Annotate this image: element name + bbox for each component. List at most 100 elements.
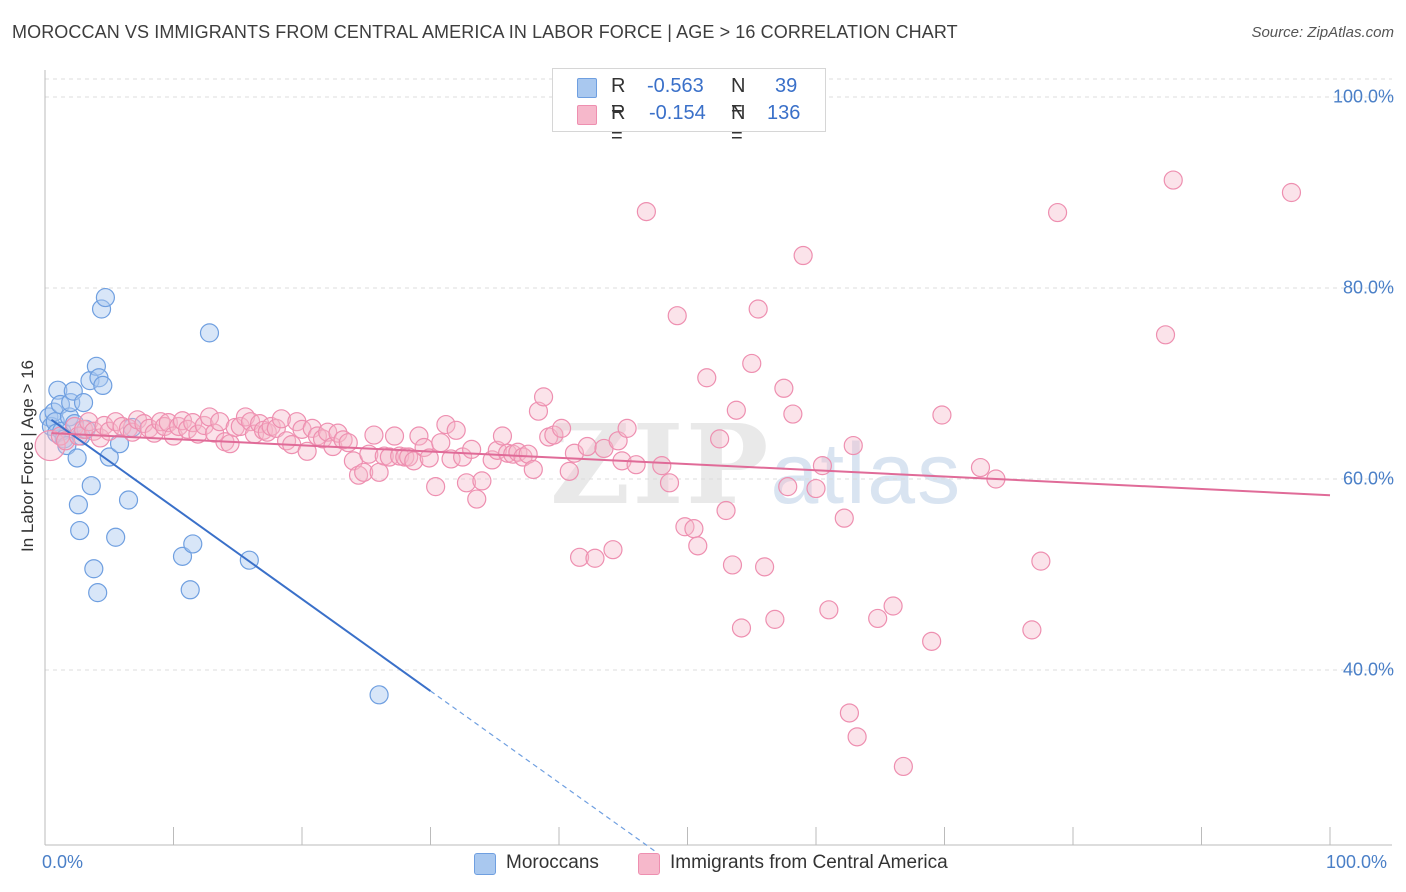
data-point	[932, 405, 952, 425]
data-point	[106, 527, 126, 547]
data-point	[404, 451, 424, 471]
data-point	[806, 478, 826, 499]
data-point	[364, 425, 384, 445]
data-point	[118, 490, 139, 510]
x-tick-label-max: 100.0%	[1326, 852, 1388, 872]
data-point	[523, 459, 543, 480]
legend: Moroccans Immigrants from Central Americ…	[0, 852, 1406, 878]
series-central-america	[34, 170, 1302, 777]
data-point	[731, 618, 752, 638]
stats-n-value: 136	[767, 102, 801, 124]
data-point	[1031, 551, 1051, 571]
data-point	[970, 457, 991, 478]
data-point	[518, 444, 538, 464]
data-point	[585, 548, 605, 568]
data-point	[183, 534, 203, 554]
series-moroccans	[39, 287, 389, 705]
data-point	[1281, 182, 1302, 203]
data-point	[369, 685, 389, 705]
data-point	[726, 400, 746, 420]
data-point	[688, 536, 708, 556]
data-point	[528, 401, 549, 421]
data-point	[603, 540, 623, 560]
stats-r-label: R =	[611, 75, 626, 120]
data-point	[472, 471, 492, 491]
data-point	[183, 413, 203, 433]
data-point	[297, 441, 317, 461]
grid-lines	[45, 78, 1392, 671]
y-tick-label: 80.0%	[1342, 277, 1394, 298]
data-point	[783, 404, 803, 424]
stats-r-value: -0.154	[649, 102, 706, 124]
stats-n-value: 39	[775, 75, 798, 97]
stats-box: R = -0.563 N = 39 R = -0.154 N = 136	[552, 68, 826, 147]
data-point	[626, 455, 646, 475]
data-point	[467, 489, 487, 509]
data-point	[172, 546, 193, 566]
watermark-atlas: atlas	[770, 426, 963, 522]
data-point	[551, 418, 572, 438]
data-point	[492, 426, 513, 446]
y-tick-label: 100.0%	[1332, 86, 1394, 107]
axes	[44, 70, 1392, 846]
trend-line-moroccans	[50, 418, 432, 692]
data-point	[812, 456, 833, 476]
data-point	[55, 431, 76, 451]
data-point	[697, 368, 717, 388]
data-point	[652, 456, 672, 476]
data-point	[462, 439, 482, 459]
data-point	[577, 436, 597, 457]
data-point	[544, 425, 564, 445]
y-tick-label: 60.0%	[1342, 468, 1394, 489]
stats-swatch-blue	[577, 78, 597, 98]
x-tick-label-min: 0.0%	[42, 852, 84, 872]
data-point	[307, 426, 328, 446]
data-point	[384, 426, 405, 446]
data-point	[73, 393, 94, 413]
data-point	[847, 727, 867, 747]
trend-line-central-america	[51, 432, 1331, 497]
data-point	[88, 583, 108, 603]
data-point	[922, 631, 942, 651]
data-point	[79, 412, 99, 432]
data-point	[436, 414, 456, 435]
data-point	[834, 508, 854, 528]
data-point	[86, 356, 107, 376]
data-point	[431, 433, 451, 453]
data-point	[684, 519, 704, 539]
stats-r-label: R =	[611, 102, 626, 147]
data-point	[67, 448, 87, 468]
chart-title: MOROCCAN VS IMMIGRANTS FROM CENTRAL AMER…	[12, 22, 958, 42]
data-point	[742, 353, 762, 374]
data-point	[95, 287, 115, 308]
data-point	[338, 433, 358, 453]
data-point	[765, 609, 785, 629]
data-point	[793, 245, 813, 266]
data-point	[636, 202, 656, 222]
source-label: Source: ZipAtlas.com	[1251, 24, 1394, 41]
data-point	[220, 434, 240, 454]
legend-swatch-blue	[474, 853, 496, 875]
stats-r-value: -0.563	[647, 75, 704, 97]
trend-lines	[50, 418, 1331, 852]
legend-label: Moroccans	[506, 852, 599, 873]
data-point	[93, 375, 113, 396]
data-point	[180, 580, 200, 600]
data-point	[893, 756, 913, 777]
data-point	[271, 409, 292, 429]
stats-swatch-pink	[577, 105, 597, 125]
data-point	[533, 387, 554, 407]
data-point	[617, 418, 637, 438]
data-point	[659, 473, 680, 493]
data-point	[569, 547, 590, 567]
data-point	[333, 430, 353, 450]
stats-n-label: N =	[731, 75, 746, 120]
data-point	[456, 473, 477, 493]
data-point	[99, 447, 119, 467]
data-point	[426, 477, 446, 497]
data-point	[1155, 325, 1176, 345]
data-point	[716, 500, 736, 521]
data-point	[774, 378, 794, 398]
data-point	[409, 426, 429, 446]
data-point	[748, 299, 768, 319]
